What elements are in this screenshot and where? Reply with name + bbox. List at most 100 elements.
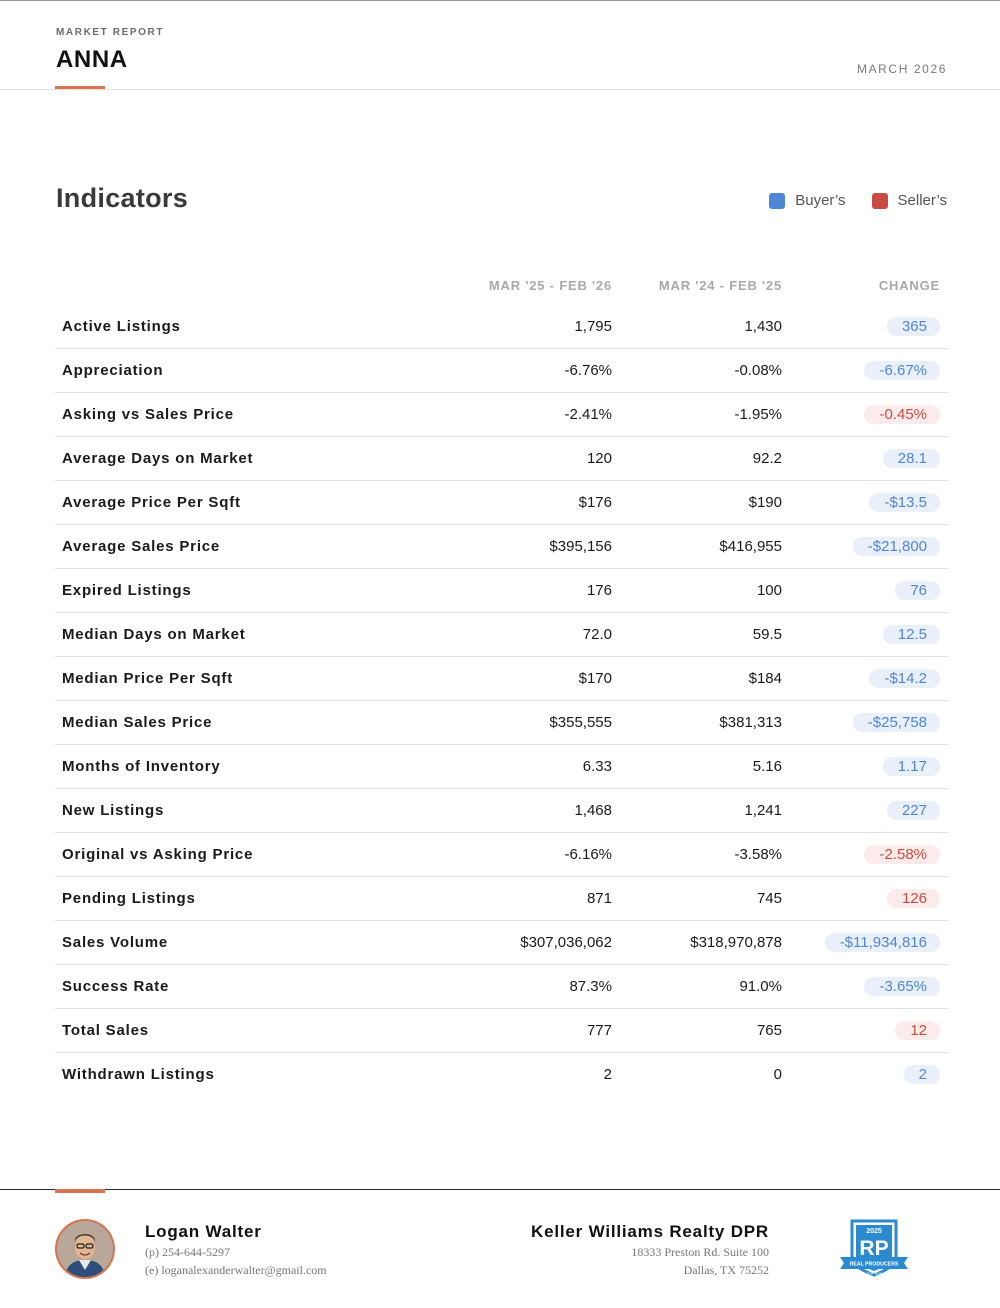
indicator-change-cell: 76 (782, 569, 948, 613)
indicator-previous-value: $381,313 (719, 714, 782, 731)
change-badge: -$14.2 (869, 669, 940, 688)
indicator-label: Average Days on Market (62, 450, 254, 467)
table-row: Median Price Per Sqft $170 $184 -$14.2 (55, 657, 948, 701)
footer-divider (0, 1189, 1000, 1190)
svg-text:RP: RP (859, 1237, 888, 1260)
agent-email: (e) loganalexanderwalter@gmail.com (145, 1263, 327, 1277)
change-badge: -$21,800 (852, 537, 940, 556)
indicator-label: Active Listings (62, 318, 181, 335)
header-divider (0, 89, 1000, 90)
indicator-change-cell: -0.45% (782, 393, 948, 437)
indicator-change-cell: -$13.5 (782, 481, 948, 525)
indicator-previous-value: $184 (748, 670, 782, 687)
indicator-current-value: 176 (586, 582, 612, 599)
indicator-current-value: 6.33 (582, 758, 612, 775)
indicator-change-cell: -6.67% (782, 349, 948, 393)
change-badge: 126 (886, 889, 940, 908)
change-badge: 365 (886, 317, 940, 336)
report-eyebrow: MARKET REPORT (56, 27, 165, 38)
indicator-change-cell: 126 (782, 877, 948, 921)
indicator-label: Average Sales Price (62, 538, 221, 555)
top-rule (0, 0, 1000, 1)
indicator-current-value: $307,036,062 (520, 934, 612, 951)
change-badge: 227 (886, 801, 940, 820)
agent-avatar (54, 1218, 116, 1280)
indicator-current-value: 72.0 (582, 626, 612, 643)
table-row: Average Days on Market 120 92.2 28.1 (55, 437, 948, 481)
indicator-change-cell: -$21,800 (782, 525, 948, 569)
change-badge: -3.65% (864, 977, 940, 996)
indicator-label: Average Price Per Sqft (62, 494, 241, 511)
indicator-current-value: 87.3% (569, 978, 612, 995)
table-header-row: MAR '25 - FEB '26 MAR '24 - FEB '25 CHAN… (55, 265, 948, 305)
change-badge: 1.17 (882, 757, 940, 776)
brokerage-address-line1: 18333 Preston Rd. Suite 100 (631, 1245, 769, 1259)
indicator-previous-value: 1,241 (744, 802, 782, 819)
column-header-current: MAR '25 - FEB '26 (488, 277, 612, 293)
brokerage-name: Keller Williams Realty DPR (531, 1222, 769, 1241)
table-row: Asking vs Sales Price -2.41% -1.95% -0.45% (55, 393, 948, 437)
change-badge: -$25,758 (852, 713, 940, 732)
agent-photo-icon (55, 1219, 115, 1279)
legend-swatch-buyer (769, 192, 786, 209)
indicator-change-cell: -$25,758 (782, 701, 948, 745)
table-row: Active Listings 1,795 1,430 365 (55, 305, 948, 349)
indicator-previous-value: 0 (773, 1066, 782, 1083)
svg-text:TOP 500: TOP 500 (866, 1271, 883, 1276)
table-row: Total Sales 777 765 12 (55, 1009, 948, 1053)
indicator-current-value: $176 (578, 494, 612, 511)
table-row: Original vs Asking Price -6.16% -3.58% -2.5… (55, 833, 948, 877)
indicator-previous-value: -1.95% (734, 406, 782, 423)
change-badge: -$11,934,816 (824, 933, 940, 952)
indicator-label: Success Rate (62, 978, 170, 995)
column-header-label (55, 265, 432, 305)
indicator-label: Median Sales Price (62, 714, 213, 731)
indicator-previous-value: 92.2 (752, 450, 782, 467)
indicator-previous-value: 100 (756, 582, 782, 599)
indicator-change-cell: 12.5 (782, 613, 948, 657)
change-badge: -2.58% (864, 845, 940, 864)
indicator-previous-value: $190 (748, 494, 782, 511)
report-date: MARCH 2026 (856, 62, 947, 76)
indicator-change-cell: 2 (782, 1053, 948, 1097)
indicator-change-cell: -$11,934,816 (782, 921, 948, 965)
legend-label-seller: Seller’s (897, 192, 947, 209)
indicator-current-value: 2 (603, 1066, 612, 1083)
indicator-label: Original vs Asking Price (62, 846, 254, 863)
table-row: Average Price Per Sqft $176 $190 -$13.5 (55, 481, 948, 525)
indicator-previous-value: 5.16 (752, 758, 782, 775)
brokerage-address-line2: Dallas, TX 75252 (683, 1263, 769, 1277)
legend-swatch-seller (871, 192, 888, 209)
table-row: Expired Listings 176 100 76 (55, 569, 948, 613)
table-row: Months of Inventory 6.33 5.16 1.17 (55, 745, 948, 789)
indicator-current-value: -6.16% (564, 846, 612, 863)
indicator-previous-value: -3.58% (734, 846, 782, 863)
column-header-change: CHANGE (878, 277, 940, 293)
svg-text:2025: 2025 (866, 1228, 882, 1235)
indicator-current-value: $170 (578, 670, 612, 687)
indicator-current-value: -2.41% (564, 406, 612, 423)
indicator-change-cell: 365 (782, 305, 948, 349)
real-producers-badge: 2025 RP REAL PRODUCERS TOP 500 (838, 1217, 910, 1281)
indicator-change-cell: -2.58% (782, 833, 948, 877)
indicator-change-cell: 227 (782, 789, 948, 833)
indicator-current-value: 871 (586, 890, 612, 907)
table-row: Sales Volume $307,036,062 $318,970,878 -$11… (55, 921, 948, 965)
indicator-change-cell: 28.1 (782, 437, 948, 481)
table-row: Appreciation -6.76% -0.08% -6.67% (55, 349, 948, 393)
header-accent-bar (55, 86, 105, 89)
indicator-label: Asking vs Sales Price (62, 406, 234, 423)
change-badge: -6.67% (864, 361, 940, 380)
indicator-change-cell: -3.65% (782, 965, 948, 1009)
indicator-previous-value: 59.5 (752, 626, 782, 643)
indicator-previous-value: 1,430 (744, 318, 782, 335)
change-badge: 12.5 (882, 625, 940, 644)
table-row: Average Sales Price $395,156 $416,955 -$21,… (55, 525, 948, 569)
footer-accent-bar (55, 1189, 105, 1193)
indicators-table: MAR '25 - FEB '26 MAR '24 - FEB '25 CHAN… (55, 265, 948, 1096)
legend: Buyer’s Seller’s (743, 192, 947, 209)
rp-badge-icon: 2025 RP REAL PRODUCERS TOP 500 (840, 1219, 908, 1277)
indicator-previous-value: 91.0% (739, 978, 782, 995)
indicator-previous-value: $318,970,878 (690, 934, 782, 951)
change-badge: 2 (903, 1065, 940, 1084)
